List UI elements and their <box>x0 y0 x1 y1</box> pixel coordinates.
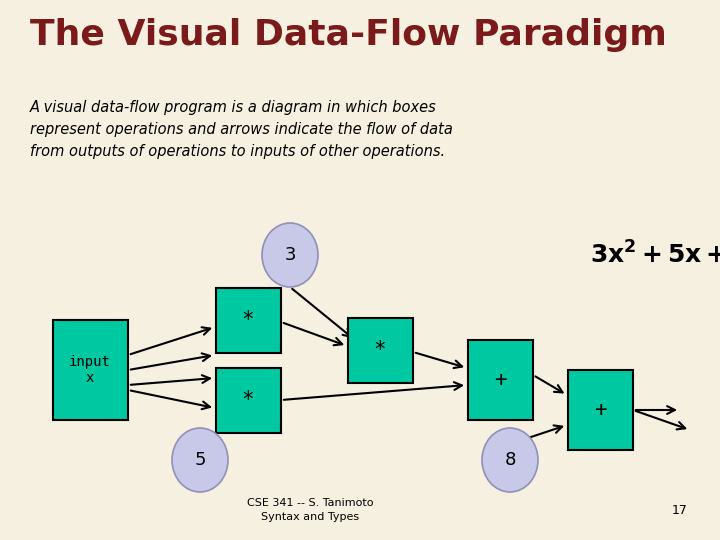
Text: A visual data-flow program is a diagram in which boxes
represent operations and : A visual data-flow program is a diagram … <box>30 100 453 159</box>
Text: +: + <box>494 370 506 390</box>
Text: *: * <box>242 310 254 330</box>
Ellipse shape <box>262 223 318 287</box>
Text: +: + <box>594 400 606 420</box>
Text: 8: 8 <box>504 451 516 469</box>
FancyBboxPatch shape <box>53 320 127 420</box>
Text: *: * <box>242 390 254 410</box>
Text: $\mathbf{3x^2 + 5x + 8}$: $\mathbf{3x^2 + 5x + 8}$ <box>590 241 720 268</box>
Ellipse shape <box>172 428 228 492</box>
Text: CSE 341 -- S. Tanimoto
Syntax and Types: CSE 341 -- S. Tanimoto Syntax and Types <box>247 498 373 522</box>
Text: 3: 3 <box>284 246 296 264</box>
FancyBboxPatch shape <box>215 287 281 353</box>
Text: input
x: input x <box>69 355 111 385</box>
FancyBboxPatch shape <box>567 370 632 450</box>
Text: 5: 5 <box>194 451 206 469</box>
FancyBboxPatch shape <box>467 340 533 420</box>
Text: 17: 17 <box>672 503 688 516</box>
FancyBboxPatch shape <box>348 318 413 382</box>
FancyBboxPatch shape <box>215 368 281 433</box>
Ellipse shape <box>482 428 538 492</box>
Text: The Visual Data-Flow Paradigm: The Visual Data-Flow Paradigm <box>30 18 667 52</box>
Text: *: * <box>374 340 387 360</box>
